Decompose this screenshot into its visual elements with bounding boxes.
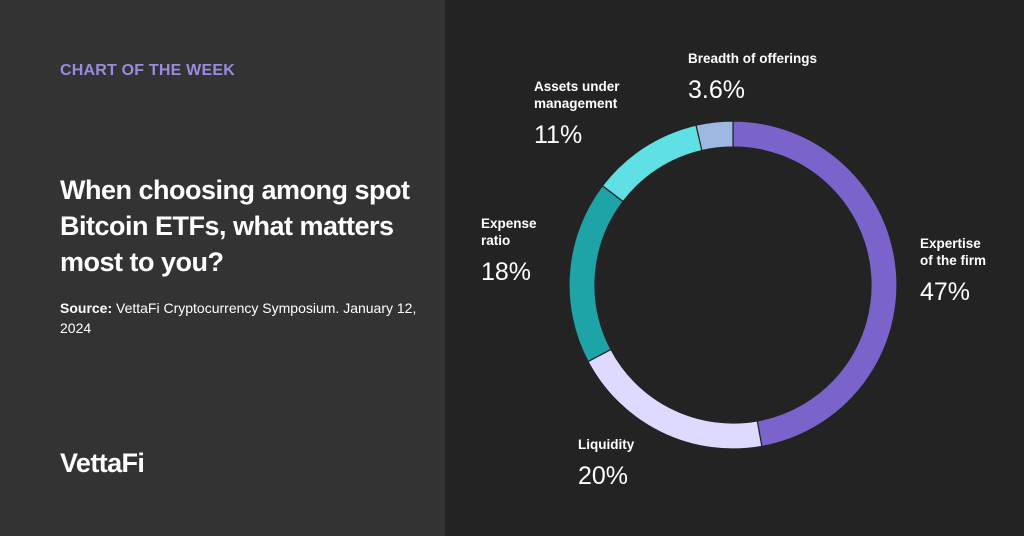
slice-label-assets-under-management: Assets under management [534,79,620,111]
slice-label-liquidity: Liquidity [578,437,635,452]
slice-value-expense-ratio: 18% [481,258,531,286]
source-text: VettaFi Cryptocurrency Symposium. Januar… [60,300,417,336]
slice-label-expertise-of-the-firm: Expertise of the firm [920,236,986,268]
vettafi-logo: VettaFi [60,448,145,479]
slice-value-expertise-of-the-firm: 47% [920,278,970,306]
slice-value-liquidity: 20% [578,462,628,490]
donut-slice-assets-under-management [601,124,703,203]
chart-title: When choosing among spot Bitcoin ETFs, w… [60,175,410,277]
source-note: Source: VettaFi Cryptocurrency Symposium… [60,298,420,338]
text-panel: CHART OF THE WEEK When choosing among sp… [0,0,445,536]
donut-slice-expertise-of-the-firm [732,120,898,448]
donut-slice-expense-ratio [568,184,624,363]
logo-text: VettaFi [60,448,145,478]
slice-value-breadth-of-offerings: 3.6% [688,76,745,104]
donut-slice-breadth-of-offerings [695,120,734,152]
slice-label-expense-ratio: Expense ratio [481,216,537,248]
slice-value-assets-under-management: 11% [534,121,582,149]
slice-label-breadth-of-offerings: Breadth of offerings [688,51,817,66]
donut-slice-liquidity [587,348,763,450]
chart-of-the-week-kicker: CHART OF THE WEEK [60,62,235,79]
source-label: Source: [60,300,113,316]
